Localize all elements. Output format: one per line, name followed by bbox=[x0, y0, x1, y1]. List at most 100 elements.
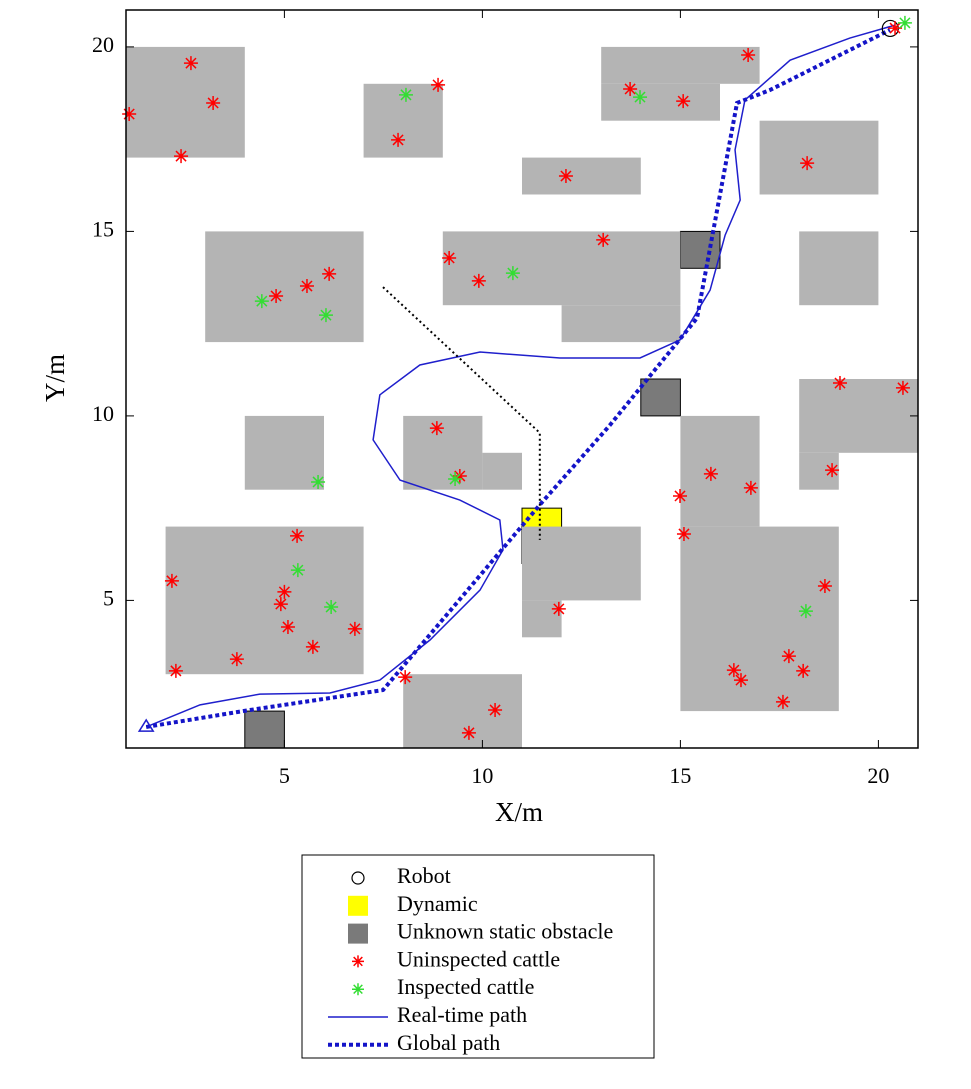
cattle bbox=[741, 48, 756, 63]
cattle bbox=[471, 273, 486, 288]
cattle bbox=[796, 663, 811, 678]
obstacle bbox=[165, 526, 364, 675]
path-line bbox=[145, 28, 891, 729]
legend-label: Uninspected cattle bbox=[397, 946, 560, 971]
cattle bbox=[676, 526, 691, 541]
obstacle bbox=[244, 415, 324, 490]
obstacle bbox=[799, 231, 879, 306]
cattle bbox=[673, 488, 688, 503]
x-tick-label: 10 bbox=[471, 763, 493, 788]
y-tick-label: 20 bbox=[92, 32, 114, 57]
cattle bbox=[183, 56, 198, 71]
cattle bbox=[897, 15, 912, 30]
cattle bbox=[743, 480, 758, 495]
cattle bbox=[164, 573, 179, 588]
cattle bbox=[505, 266, 520, 281]
obstacle bbox=[205, 231, 364, 343]
cattle bbox=[888, 21, 903, 36]
obstacle bbox=[799, 379, 918, 453]
cattle bbox=[781, 649, 796, 664]
path-line bbox=[382, 286, 541, 540]
cattle bbox=[817, 579, 832, 594]
obstacle bbox=[244, 710, 285, 749]
cattle bbox=[206, 95, 221, 110]
obstacle bbox=[522, 157, 641, 195]
cattle bbox=[324, 600, 339, 615]
legend-swatch bbox=[348, 895, 368, 916]
legend-label: Real-time path bbox=[397, 1002, 527, 1027]
cattle bbox=[558, 169, 573, 184]
obstacle bbox=[403, 674, 522, 748]
cattle bbox=[269, 288, 284, 303]
cattle bbox=[596, 232, 611, 247]
obstacle bbox=[561, 305, 681, 343]
x-axis-label: X/m bbox=[495, 797, 543, 827]
cattle bbox=[122, 107, 137, 122]
cattle bbox=[633, 90, 648, 105]
cattle bbox=[229, 652, 244, 667]
cattle bbox=[442, 250, 457, 265]
cattle bbox=[168, 663, 183, 678]
cattle bbox=[488, 702, 503, 717]
cattle bbox=[733, 673, 748, 688]
cattle bbox=[398, 670, 413, 685]
obstacle bbox=[680, 526, 839, 712]
cattle bbox=[398, 87, 413, 102]
cattle bbox=[429, 421, 444, 436]
cattle bbox=[800, 156, 815, 171]
plot-area bbox=[122, 15, 918, 749]
cattle bbox=[311, 474, 326, 489]
obstacle bbox=[442, 231, 681, 306]
cattle bbox=[318, 308, 333, 323]
obstacle bbox=[759, 120, 879, 195]
y-tick-label: 15 bbox=[92, 216, 114, 241]
x-tick-label: 5 bbox=[279, 763, 290, 788]
obstacle bbox=[601, 46, 760, 84]
cattle bbox=[825, 463, 840, 478]
obstacle bbox=[363, 83, 443, 158]
cattle bbox=[273, 597, 288, 612]
cattle bbox=[623, 81, 638, 96]
cattle bbox=[798, 604, 813, 619]
cattle bbox=[299, 279, 314, 294]
path-line bbox=[145, 24, 896, 728]
obstacle bbox=[640, 378, 681, 417]
cattle bbox=[391, 132, 406, 147]
obstacle bbox=[522, 600, 562, 638]
legend-label: Global path bbox=[397, 1030, 500, 1055]
cattle bbox=[775, 694, 790, 709]
cattle bbox=[254, 294, 269, 309]
obstacle bbox=[601, 83, 720, 121]
legend-swatch bbox=[348, 923, 368, 944]
cattle bbox=[832, 376, 847, 391]
legend-label: Robot bbox=[397, 863, 451, 888]
cattle bbox=[895, 380, 910, 395]
x-tick-label: 20 bbox=[867, 763, 889, 788]
axes-box bbox=[125, 9, 919, 749]
x-tick-label: 15 bbox=[669, 763, 691, 788]
cattle bbox=[726, 663, 741, 678]
obstacle bbox=[403, 415, 483, 490]
legend-label: Dynamic bbox=[397, 891, 478, 916]
cattle bbox=[347, 621, 362, 636]
cattle bbox=[280, 619, 295, 634]
obstacle bbox=[522, 526, 641, 601]
cattle bbox=[290, 563, 305, 578]
y-tick-label: 5 bbox=[103, 585, 114, 610]
cattle bbox=[431, 77, 446, 92]
cattle bbox=[551, 601, 566, 616]
cattle bbox=[703, 466, 718, 481]
obstacle bbox=[679, 230, 721, 269]
cattle bbox=[452, 469, 467, 484]
cattle bbox=[461, 725, 476, 740]
legend-swatch bbox=[352, 955, 364, 968]
y-axis-label: Y/m bbox=[40, 354, 70, 402]
obstacle bbox=[482, 452, 522, 490]
legend-swatch bbox=[351, 871, 365, 885]
legend-swatch bbox=[352, 983, 364, 996]
cattle bbox=[676, 94, 691, 109]
obstacle bbox=[680, 415, 760, 527]
cattle bbox=[305, 639, 320, 654]
